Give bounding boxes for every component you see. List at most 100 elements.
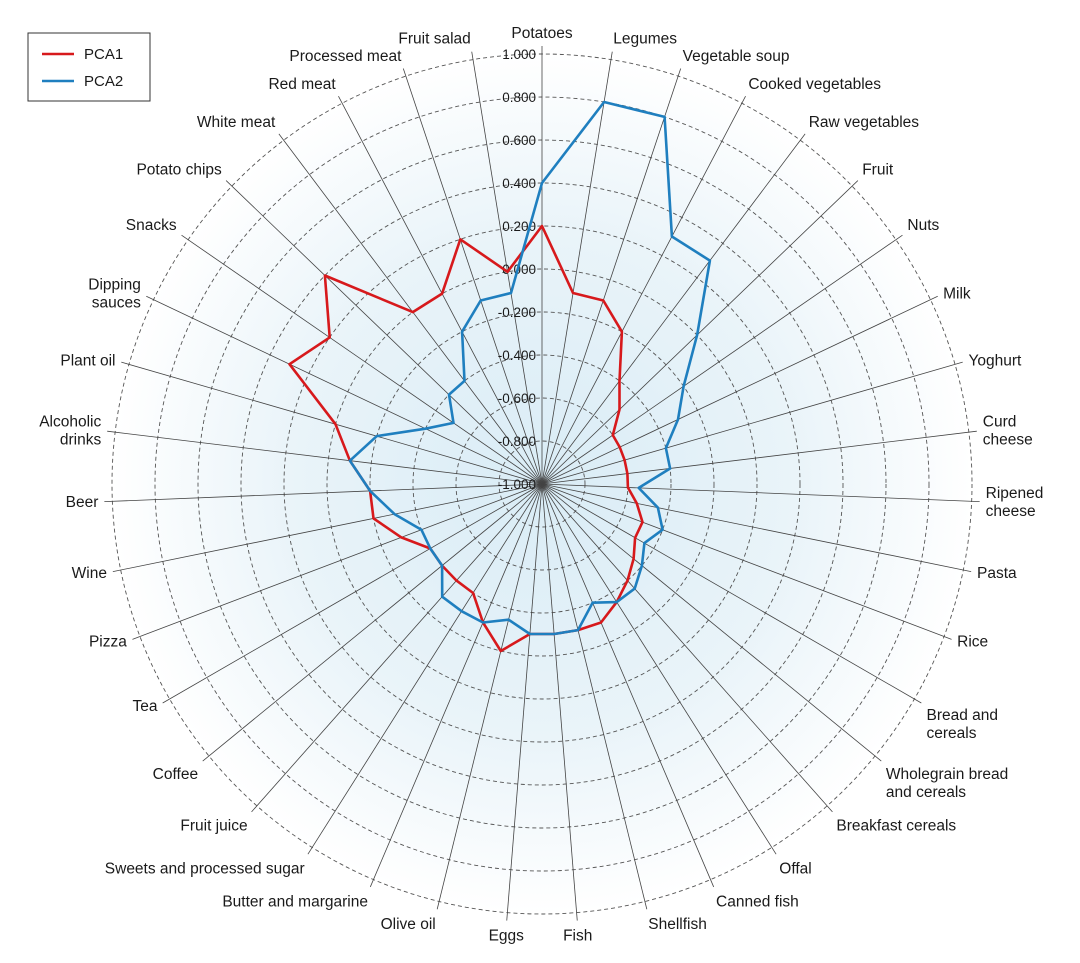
category-label: Milk (943, 286, 971, 303)
category-label: Shellfish (648, 916, 707, 933)
r-tick-label: 0.400 (502, 176, 536, 191)
axis-spoke (506, 483, 543, 921)
category-label: Potatoes (511, 25, 572, 42)
grid-circle (283, 225, 801, 743)
axis-spoke (541, 483, 882, 762)
axis-spoke (541, 483, 715, 888)
grid-circle (498, 440, 586, 528)
axis-spoke (338, 95, 543, 485)
category-label: Vegetable soup (683, 48, 790, 65)
category-label: Breakfast cereals (836, 817, 956, 834)
category-label: Eggs (489, 928, 525, 945)
axis-spoke (541, 361, 963, 485)
axis-spokes (104, 46, 980, 921)
category-label: Sweets and processed sugar (105, 860, 305, 877)
axis-spoke (541, 133, 806, 485)
category-label: White meat (197, 114, 276, 131)
axis-spoke (541, 95, 746, 485)
legend: PCA1 PCA2 (27, 32, 151, 102)
category-label: Offal (779, 860, 811, 877)
axis-spoke (278, 133, 543, 485)
category-label: Cooked vegetables (748, 76, 881, 93)
axis-spoke (541, 483, 777, 855)
category-labels: Potatoes Legumes Vegetable soup Cooked vege… (39, 25, 1043, 945)
category-label: Fruit salad (398, 31, 470, 48)
r-tick-label: 0.600 (502, 133, 536, 148)
category-label: Processed meat (289, 48, 402, 65)
axis-spoke (541, 483, 952, 640)
category-label: Pizza (89, 633, 127, 650)
axis-spoke (402, 68, 543, 485)
category-label: Nuts (907, 217, 939, 234)
category-label: Pasta (977, 565, 1017, 582)
axis-spoke (541, 51, 613, 485)
axis-spoke (121, 361, 543, 485)
r-tick-label: -0.800 (498, 434, 536, 449)
category-label: Wholegrain bread and cereals (886, 766, 1008, 801)
category-label: Tea (132, 698, 157, 715)
axis-spoke (541, 68, 682, 485)
data-series (288, 100, 712, 653)
category-label: Fruit (862, 161, 894, 178)
axis-spoke (541, 295, 938, 485)
category-label: Fruit juice (180, 817, 247, 834)
axis-spoke (541, 234, 903, 485)
axis-spoke (202, 483, 543, 762)
category-label: Raw vegetables (809, 114, 920, 131)
axis-spoke (146, 295, 543, 485)
axis-spoke (541, 483, 922, 704)
axis-spoke (112, 483, 543, 573)
axis-spoke (132, 483, 543, 640)
category-label: Bread and cereals (927, 707, 999, 742)
category-label: Coffee (153, 766, 198, 783)
axis-spoke (541, 483, 833, 813)
category-label: Snacks (126, 217, 177, 234)
r-tick-label: 1.000 (502, 47, 536, 62)
category-label: Alcoholic drinks (39, 413, 101, 448)
grid-circle (369, 311, 715, 657)
axis-spoke (541, 483, 972, 573)
legend-box (27, 32, 151, 102)
category-label: Olive oil (381, 916, 436, 933)
axis-spoke (541, 180, 859, 485)
category-label: Potato chips (136, 161, 222, 178)
axis-spoke (541, 483, 578, 921)
axis-spoke (471, 51, 543, 485)
axis-spoke (162, 483, 543, 704)
axis-spoke (181, 234, 543, 485)
category-label: Legumes (613, 31, 677, 48)
category-label: Dipping sauces (88, 277, 141, 312)
axis-spoke (541, 483, 648, 910)
legend-label-pca1: PCA1 (84, 46, 123, 63)
category-label: Wine (72, 565, 107, 582)
category-label: Yoghurt (968, 352, 1022, 369)
axis-spoke (104, 483, 543, 503)
series-line-pca2 (348, 100, 712, 636)
category-label: Curd cheese (983, 413, 1033, 448)
legend-label-pca2: PCA2 (84, 73, 123, 90)
category-label: Red meat (268, 76, 336, 93)
category-label: Canned fish (716, 893, 799, 910)
axis-spoke (541, 483, 980, 503)
grid-circle (412, 354, 672, 614)
category-label: Rice (957, 633, 988, 650)
axis-spoke (436, 483, 543, 910)
r-tick-label: -1.000 (498, 477, 536, 492)
category-label: Ripened cheese (986, 485, 1044, 520)
axis-spoke (541, 430, 977, 485)
axis-spoke (369, 483, 543, 888)
category-label: Beer (66, 494, 99, 511)
axis-spoke (307, 483, 543, 855)
axis-spoke (107, 430, 543, 485)
axis-spoke (225, 180, 543, 485)
r-tick-label: -0.200 (498, 305, 536, 320)
r-tick-label: 0.800 (502, 90, 536, 105)
category-label: Plant oil (60, 352, 115, 369)
grid-circle (326, 268, 758, 700)
r-tick-label: -0.600 (498, 391, 536, 406)
r-tick-label: -0.400 (498, 348, 536, 363)
axis-spoke (251, 483, 543, 813)
category-label: Fish (563, 928, 592, 945)
category-label: Butter and margarine (222, 893, 368, 910)
